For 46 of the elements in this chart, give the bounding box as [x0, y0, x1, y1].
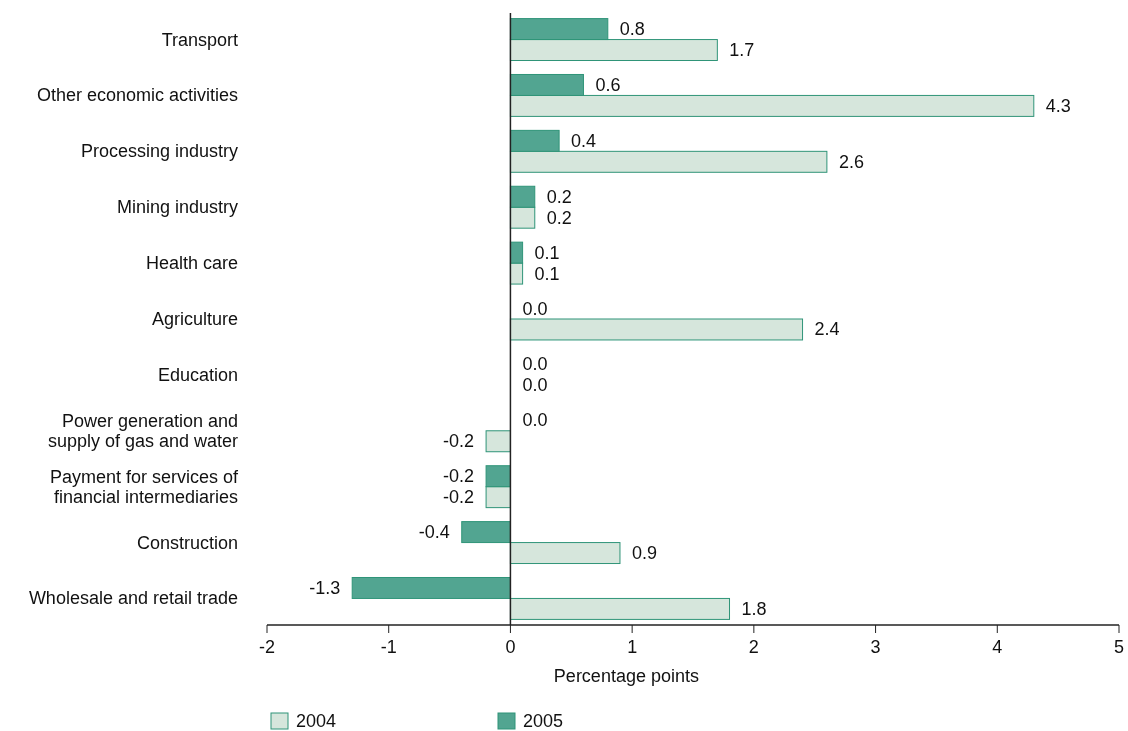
x-tick-label: -2 — [258, 637, 276, 657]
bar — [509, 318, 804, 341]
data-label: 1.8 — [741, 598, 767, 619]
data-label: -0.2 — [443, 431, 475, 452]
y-tick-label: Other economic activities — [36, 85, 238, 106]
data-label: 4.3 — [1045, 95, 1071, 116]
y-tick-label: Processing industry — [80, 141, 238, 162]
data-label: -0.2 — [443, 487, 475, 508]
y-tick-label: Power generation and supply of gas and water — [47, 410, 238, 451]
x-tick-label: 2 — [748, 637, 759, 657]
data-label: 0.1 — [534, 263, 560, 284]
y-tick-label: Transport — [161, 29, 238, 50]
data-label: -1.3 — [309, 577, 341, 598]
x-tick-label: 0 — [505, 637, 516, 657]
y-tick-label: Construction — [136, 532, 238, 553]
bar — [485, 430, 511, 453]
x-tick-label: 5 — [1113, 637, 1125, 657]
data-label: 0.9 — [631, 543, 657, 564]
data-label: -0.2 — [443, 466, 475, 487]
data-label: 0.0 — [522, 354, 548, 375]
y-tick-label: Mining industry — [116, 197, 238, 218]
data-label: 0.0 — [522, 410, 548, 431]
y-tick-label: Payment for services of financial intermediaries — [49, 466, 239, 507]
y-tick-label: Education — [157, 364, 238, 385]
y-tick-label: Wholesale and retail trade — [28, 588, 238, 609]
y-tick-label: Health care — [145, 253, 238, 274]
y-tick-label: Agriculture — [151, 309, 238, 329]
data-label: 2.4 — [814, 319, 840, 340]
x-tick-label: 1 — [627, 637, 638, 657]
x-tick-label: -1 — [380, 637, 397, 657]
x-axis-title: Percentage points — [553, 666, 699, 686]
data-label: -0.4 — [418, 522, 450, 543]
legend-label: 2004 — [296, 711, 337, 731]
data-label: 0.2 — [546, 186, 572, 207]
data-label: 0.8 — [619, 19, 645, 40]
data-label: 0.1 — [534, 242, 560, 263]
x-tick-label: 4 — [992, 637, 1003, 657]
data-label: 0.4 — [571, 130, 597, 151]
data-label: 2.6 — [838, 151, 864, 172]
legend-label: 2005 — [523, 711, 564, 731]
data-label: 0.2 — [546, 207, 572, 228]
data-label: 0.6 — [595, 74, 621, 95]
data-label: 0.0 — [522, 375, 548, 396]
data-label: 1.7 — [729, 40, 755, 61]
data-label: 0.0 — [522, 298, 548, 319]
x-tick-label: 3 — [870, 637, 881, 657]
